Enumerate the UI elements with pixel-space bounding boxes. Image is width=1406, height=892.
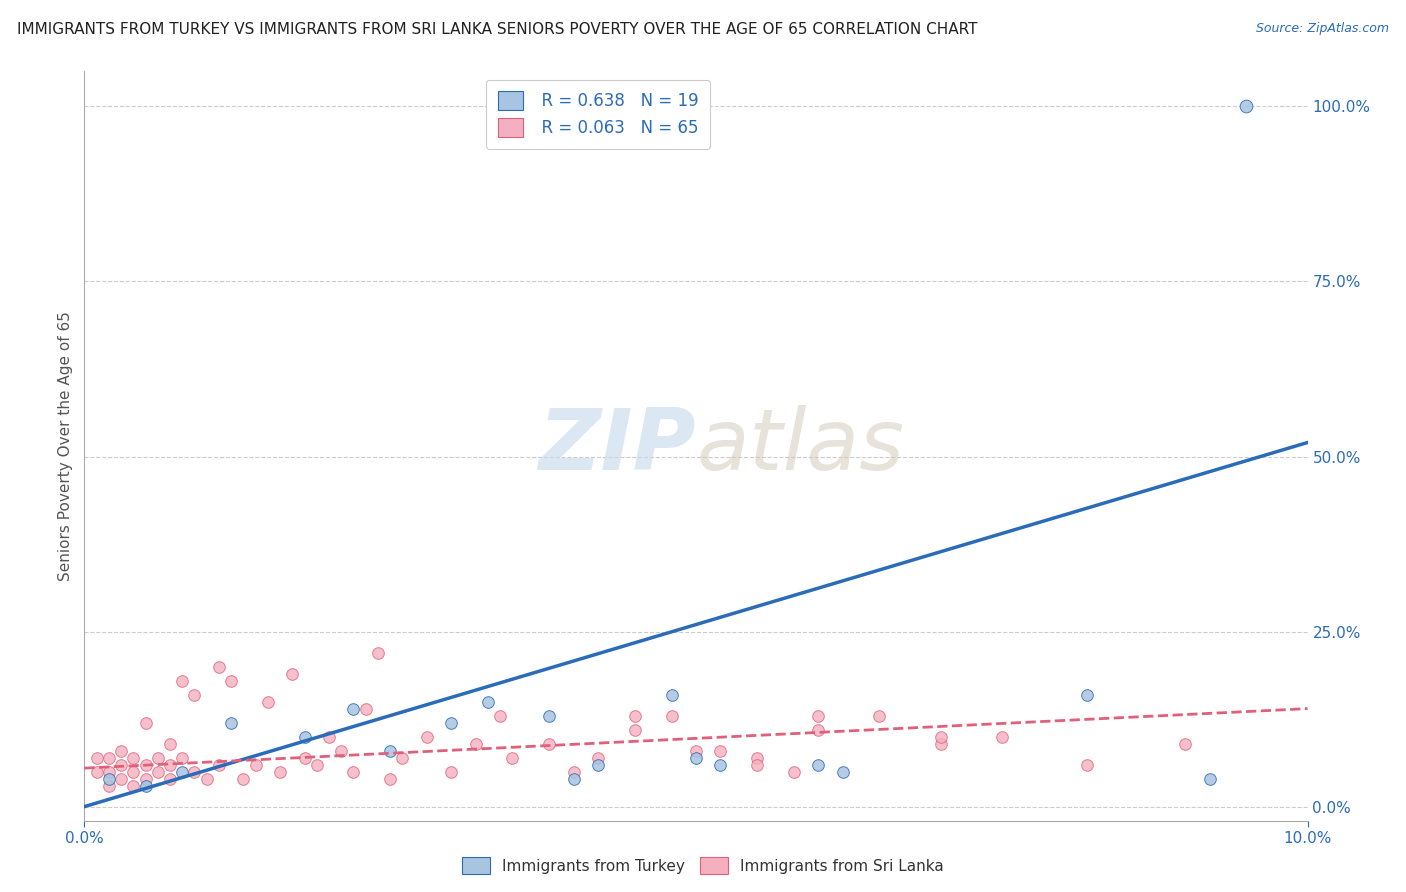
Point — [477, 695, 499, 709]
Point — [685, 743, 707, 757]
Point — [562, 772, 585, 786]
Point — [562, 764, 585, 779]
Point — [122, 779, 145, 793]
Point — [807, 708, 830, 723]
Text: Source: ZipAtlas.com: Source: ZipAtlas.com — [1256, 22, 1389, 36]
Point — [586, 757, 609, 772]
Point — [219, 715, 242, 730]
Point — [172, 673, 194, 688]
Point — [135, 772, 157, 786]
Point — [367, 646, 389, 660]
Point — [709, 757, 731, 772]
Point — [502, 750, 524, 764]
Text: IMMIGRANTS FROM TURKEY VS IMMIGRANTS FROM SRI LANKA SENIORS POVERTY OVER THE AGE: IMMIGRANTS FROM TURKEY VS IMMIGRANTS FRO… — [17, 22, 977, 37]
Point — [110, 743, 132, 757]
Point — [440, 764, 463, 779]
Point — [783, 764, 806, 779]
Point — [110, 757, 132, 772]
Point — [159, 737, 181, 751]
Point — [586, 750, 609, 764]
Point — [135, 715, 157, 730]
Point — [97, 750, 120, 764]
Point — [135, 757, 157, 772]
Text: ZIP: ZIP — [538, 404, 696, 488]
Point — [172, 764, 194, 779]
Point — [330, 743, 353, 757]
Point — [122, 764, 145, 779]
Point — [991, 730, 1014, 744]
Point — [97, 779, 120, 793]
Point — [183, 764, 205, 779]
Point — [624, 723, 647, 737]
Point — [807, 723, 830, 737]
Point — [747, 750, 769, 764]
Point — [135, 779, 157, 793]
Point — [1076, 688, 1098, 702]
Point — [159, 772, 181, 786]
Point — [294, 750, 316, 764]
Point — [391, 750, 413, 764]
Point — [1198, 772, 1220, 786]
Point — [1174, 737, 1197, 751]
Y-axis label: Seniors Poverty Over the Age of 65: Seniors Poverty Over the Age of 65 — [58, 311, 73, 581]
Point — [172, 750, 194, 764]
Point — [305, 757, 328, 772]
Point — [538, 708, 561, 723]
Point — [869, 708, 891, 723]
Point — [281, 666, 304, 681]
Point — [122, 750, 145, 764]
Point — [318, 730, 340, 744]
Point — [86, 750, 108, 764]
Point — [159, 757, 181, 772]
Point — [146, 750, 169, 764]
Point — [685, 750, 707, 764]
Point — [747, 757, 769, 772]
Point — [354, 701, 377, 715]
Point — [489, 708, 512, 723]
Point — [929, 730, 952, 744]
Point — [110, 772, 132, 786]
Legend:   R = 0.638   N = 19,   R = 0.063   N = 65: R = 0.638 N = 19, R = 0.063 N = 65 — [486, 79, 710, 149]
Point — [624, 708, 647, 723]
Point — [97, 772, 120, 786]
Point — [294, 730, 316, 744]
Point — [929, 737, 952, 751]
Point — [440, 715, 463, 730]
Point — [1236, 99, 1258, 113]
Point — [661, 688, 683, 702]
Point — [464, 737, 486, 751]
Point — [380, 772, 402, 786]
Point — [208, 659, 231, 673]
Point — [183, 688, 205, 702]
Point — [709, 743, 731, 757]
Point — [97, 764, 120, 779]
Point — [416, 730, 439, 744]
Point — [219, 673, 242, 688]
Legend: Immigrants from Turkey, Immigrants from Sri Lanka: Immigrants from Turkey, Immigrants from … — [456, 851, 950, 880]
Point — [342, 701, 364, 715]
Point — [208, 757, 231, 772]
Point — [831, 764, 853, 779]
Point — [661, 708, 683, 723]
Point — [269, 764, 291, 779]
Text: atlas: atlas — [696, 404, 904, 488]
Point — [195, 772, 218, 786]
Point — [380, 743, 402, 757]
Point — [807, 757, 830, 772]
Point — [232, 772, 254, 786]
Point — [146, 764, 169, 779]
Point — [245, 757, 267, 772]
Point — [342, 764, 364, 779]
Point — [257, 695, 280, 709]
Point — [86, 764, 108, 779]
Point — [1076, 757, 1098, 772]
Point — [538, 737, 561, 751]
